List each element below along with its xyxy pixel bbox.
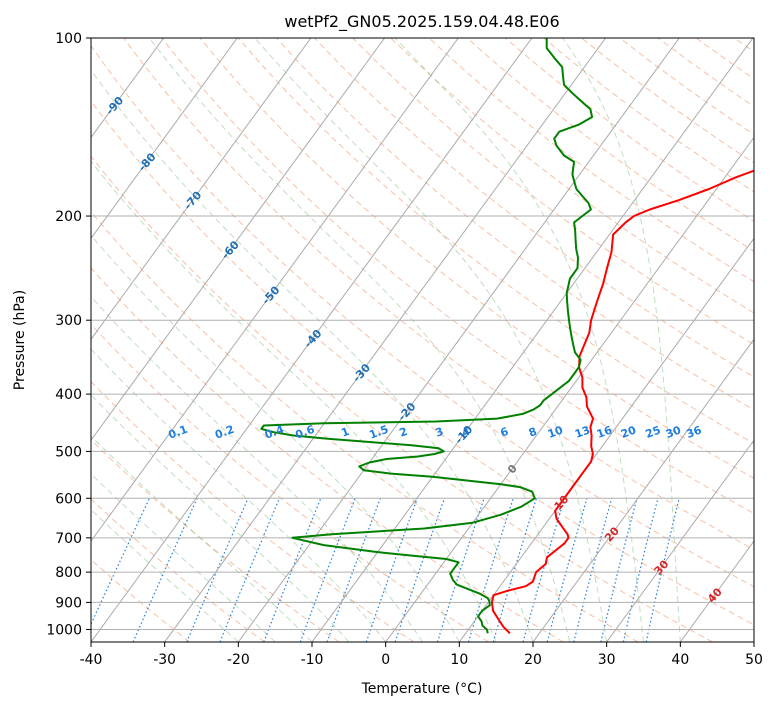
mixing-ratio-line xyxy=(132,498,198,642)
mixing-ratio-label: 0.6 xyxy=(294,423,317,442)
moist-adiabat xyxy=(254,38,608,642)
isotherm-line xyxy=(91,38,385,442)
moist-adiabat xyxy=(91,69,534,642)
mixing-ratio-label: 0.1 xyxy=(167,423,190,442)
mixing-ratio-label: 10 xyxy=(546,423,565,441)
isotherm-line xyxy=(91,38,533,642)
isotherm-line xyxy=(164,38,606,642)
isotherm-line xyxy=(385,136,754,642)
y-tick-label: 100 xyxy=(55,31,82,47)
y-tick-label: 1000 xyxy=(46,622,82,638)
y-axis-label: Pressure (hPa) xyxy=(12,290,28,390)
chart-title: wetPf2_GN05.2025.159.04.48.E06 xyxy=(284,12,559,32)
isotherm-line xyxy=(91,38,238,240)
x-tick-label: -40 xyxy=(80,652,103,668)
moist-adiabat xyxy=(91,508,239,642)
mixing-ratio-label: 20 xyxy=(619,423,638,441)
mixing-ratio-line xyxy=(467,498,514,642)
mixing-ratio-label: 36 xyxy=(685,423,704,441)
mixing-ratio-label: 4 xyxy=(460,425,472,440)
moist-adiabat xyxy=(394,38,644,642)
y-tick-label: 600 xyxy=(55,491,82,507)
mixing-ratio-label: 16 xyxy=(595,423,614,441)
mixing-ratio-label: 3 xyxy=(434,425,446,440)
x-tick-label: 30 xyxy=(598,652,616,668)
profile-series xyxy=(260,38,754,635)
x-tick-label: 20 xyxy=(524,652,542,668)
y-tick-label: 900 xyxy=(55,595,82,611)
isotherm-line xyxy=(91,38,312,341)
mixing-ratio-label: 0.4 xyxy=(263,423,286,442)
mixing-ratio-line xyxy=(186,498,249,642)
dry-adiabat xyxy=(161,38,754,515)
dry-adiabat xyxy=(91,155,713,642)
moist-adiabat xyxy=(91,160,497,642)
mixing-ratio-line xyxy=(326,498,381,642)
moist-adiabat xyxy=(91,435,313,642)
axis-ticks: -40 -30 -20 -10 0 10 20 30 40 5010020030040050060… xyxy=(46,31,763,668)
x-tick-label: 40 xyxy=(671,652,689,668)
y-tick-label: 500 xyxy=(55,444,82,460)
mixing-ratio-label: 25 xyxy=(644,424,663,441)
mixing-ratio-line xyxy=(622,498,659,642)
mixing-ratio-line xyxy=(365,498,418,642)
mixing-ratio-label: 8 xyxy=(527,425,539,440)
mixing-ratio-line xyxy=(263,498,322,642)
mixing-ratio-line xyxy=(492,498,538,642)
mixing-ratio-line xyxy=(394,498,446,642)
moist-adiabat xyxy=(91,234,460,642)
isotherm-line xyxy=(532,338,754,642)
x-axis-label: Temperature (°C) xyxy=(361,681,483,697)
mixing-ratio-line xyxy=(522,498,565,642)
y-tick-label: 200 xyxy=(55,209,82,225)
dry-adiabat xyxy=(91,323,489,642)
y-tick-label: 300 xyxy=(55,313,82,329)
mixing-ratio-line xyxy=(299,498,356,642)
mixing-ratio-label: 6 xyxy=(499,425,511,440)
moist-adiabat xyxy=(91,473,276,642)
plot-frame xyxy=(90,37,755,643)
y-tick-label: 800 xyxy=(55,565,82,581)
mixing-ratio-label: 13 xyxy=(573,424,592,441)
x-tick-label: -20 xyxy=(227,652,250,668)
mixing-ratio-line xyxy=(573,498,613,642)
x-tick-label: -30 xyxy=(153,652,176,668)
mixing-ratio-label: 30 xyxy=(664,423,683,441)
mixing-ratio-line xyxy=(600,498,638,642)
profile-line xyxy=(490,169,754,635)
mixing-ratio-label: 2 xyxy=(398,425,410,440)
dry-adiabat xyxy=(91,267,564,642)
y-tick-label: 400 xyxy=(55,387,82,403)
y-tick-label: 700 xyxy=(55,531,82,547)
x-tick-label: -10 xyxy=(301,652,324,668)
mixing-ratio-label: 1 xyxy=(339,425,351,440)
isotherm-line xyxy=(311,38,754,642)
mixing-ratio-line xyxy=(219,498,280,642)
dry-adiabat xyxy=(276,38,754,411)
moist-adiabat xyxy=(91,295,423,642)
isotherm-line xyxy=(91,38,459,542)
moist-adiabat xyxy=(562,38,681,642)
moist-adiabat xyxy=(91,394,350,642)
isotherm-line xyxy=(458,237,754,642)
x-tick-label: 10 xyxy=(450,652,468,668)
x-tick-label: 50 xyxy=(745,652,763,668)
mixing-ratio-label: 0.2 xyxy=(213,423,236,442)
dry-adiabat xyxy=(91,211,639,642)
isotherm-line xyxy=(606,439,754,642)
profile-line xyxy=(260,38,594,634)
mixing-ratio-line xyxy=(645,498,680,642)
dry-adiabat xyxy=(237,38,754,445)
mixing-ratio-line xyxy=(546,498,588,642)
mixing-ratio-label: 1.5 xyxy=(367,423,390,442)
dry-adiabat xyxy=(91,44,754,588)
mixing-ratio-line xyxy=(436,498,485,642)
x-tick-label: 0 xyxy=(381,652,390,668)
dry-adiabat xyxy=(123,38,754,551)
